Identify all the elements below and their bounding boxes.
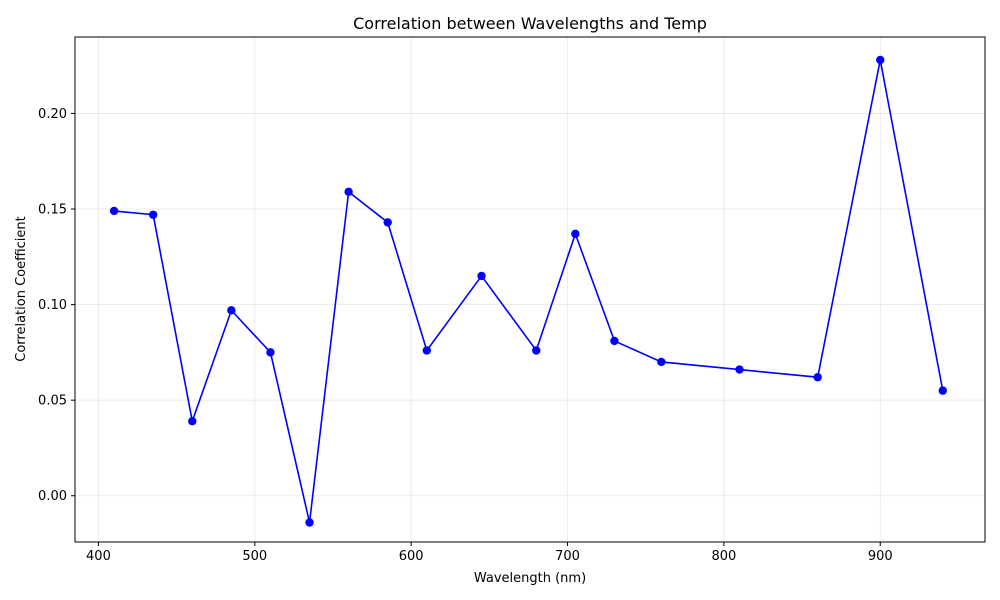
data-point-0-13 xyxy=(657,357,666,367)
data-point-0-1 xyxy=(148,210,158,219)
data-point-0-2 xyxy=(188,416,197,426)
data-point-0-3 xyxy=(227,306,236,315)
x-axis-label: Wavelength (nm) xyxy=(474,571,586,586)
chart-title: Correlation between Wavelengths and Temp xyxy=(353,14,707,33)
series-layer xyxy=(109,55,947,527)
data-point-0-8 xyxy=(422,346,432,355)
data-point-0-16 xyxy=(876,55,885,65)
data-point-0-7 xyxy=(383,218,392,227)
x-tick-label-0: 400 xyxy=(86,549,111,564)
x-tick-label-4: 800 xyxy=(711,549,736,564)
data-point-0-17 xyxy=(938,386,947,395)
data-point-0-6 xyxy=(344,187,353,197)
x-tick-label-2: 600 xyxy=(399,549,424,564)
data-point-0-5 xyxy=(305,518,314,527)
x-axis-ticks: 400 500 600 700 800 900 xyxy=(86,542,893,564)
plot-area xyxy=(75,37,985,542)
data-point-0-4 xyxy=(266,348,275,357)
x-tick-label-3: 700 xyxy=(555,549,580,564)
y-tick-label-1: 0.05 xyxy=(38,394,67,409)
grid xyxy=(75,37,985,542)
x-tick-label-5: 900 xyxy=(868,549,893,564)
series-line-0 xyxy=(114,59,944,523)
data-point-0-14 xyxy=(735,365,744,374)
data-point-0-0 xyxy=(109,206,119,216)
data-point-0-12 xyxy=(610,336,619,346)
y-tick-label-4: 0.20 xyxy=(38,107,67,122)
data-point-0-9 xyxy=(477,271,486,281)
y-axis-label: Correlation Coefficient xyxy=(14,216,29,362)
plot-frame xyxy=(74,36,986,543)
x-tick-label-1: 500 xyxy=(242,549,267,564)
data-point-0-10 xyxy=(532,346,541,355)
data-point-0-15 xyxy=(813,373,822,382)
y-axis-ticks: 0.00 0.05 0.10 0.15 0.20 xyxy=(38,107,75,504)
y-tick-label-2: 0.10 xyxy=(38,298,67,313)
data-point-0-11 xyxy=(571,229,580,239)
y-tick-label-3: 0.15 xyxy=(38,203,67,218)
y-tick-label-0: 0.00 xyxy=(38,489,67,504)
